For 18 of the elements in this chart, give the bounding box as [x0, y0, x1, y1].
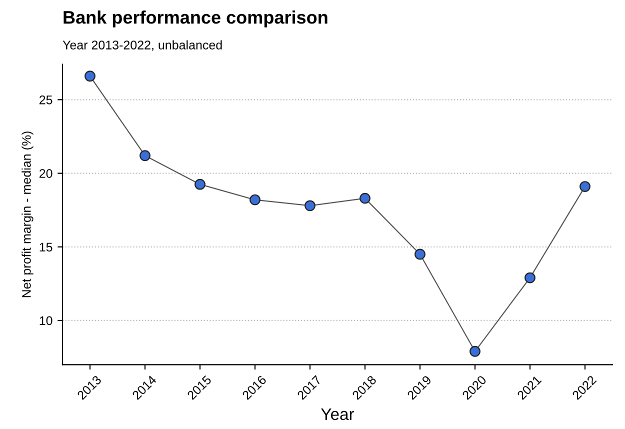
point: [84, 70, 96, 82]
point: [250, 194, 260, 206]
chart-title: Bank performance comparison: [64, 10, 328, 28]
y-tick-label: 10: [40, 316, 52, 326]
point: [140, 150, 150, 162]
point: [304, 200, 316, 212]
y-tick-label: 25: [40, 95, 52, 104]
chart-subtitle: Year 2013-2022, unbalanced: [62, 40, 222, 51]
point: [414, 248, 426, 260]
x-axis-title: Year: [321, 408, 354, 420]
point: [470, 346, 480, 357]
y-axis-title: Net profit margin - median (%): [22, 132, 34, 298]
point: [524, 272, 536, 284]
y-tick-label: 20: [40, 169, 52, 178]
point: [194, 178, 206, 190]
y-tick-label: 15: [40, 242, 52, 252]
point: [580, 181, 590, 192]
point: [360, 192, 370, 204]
